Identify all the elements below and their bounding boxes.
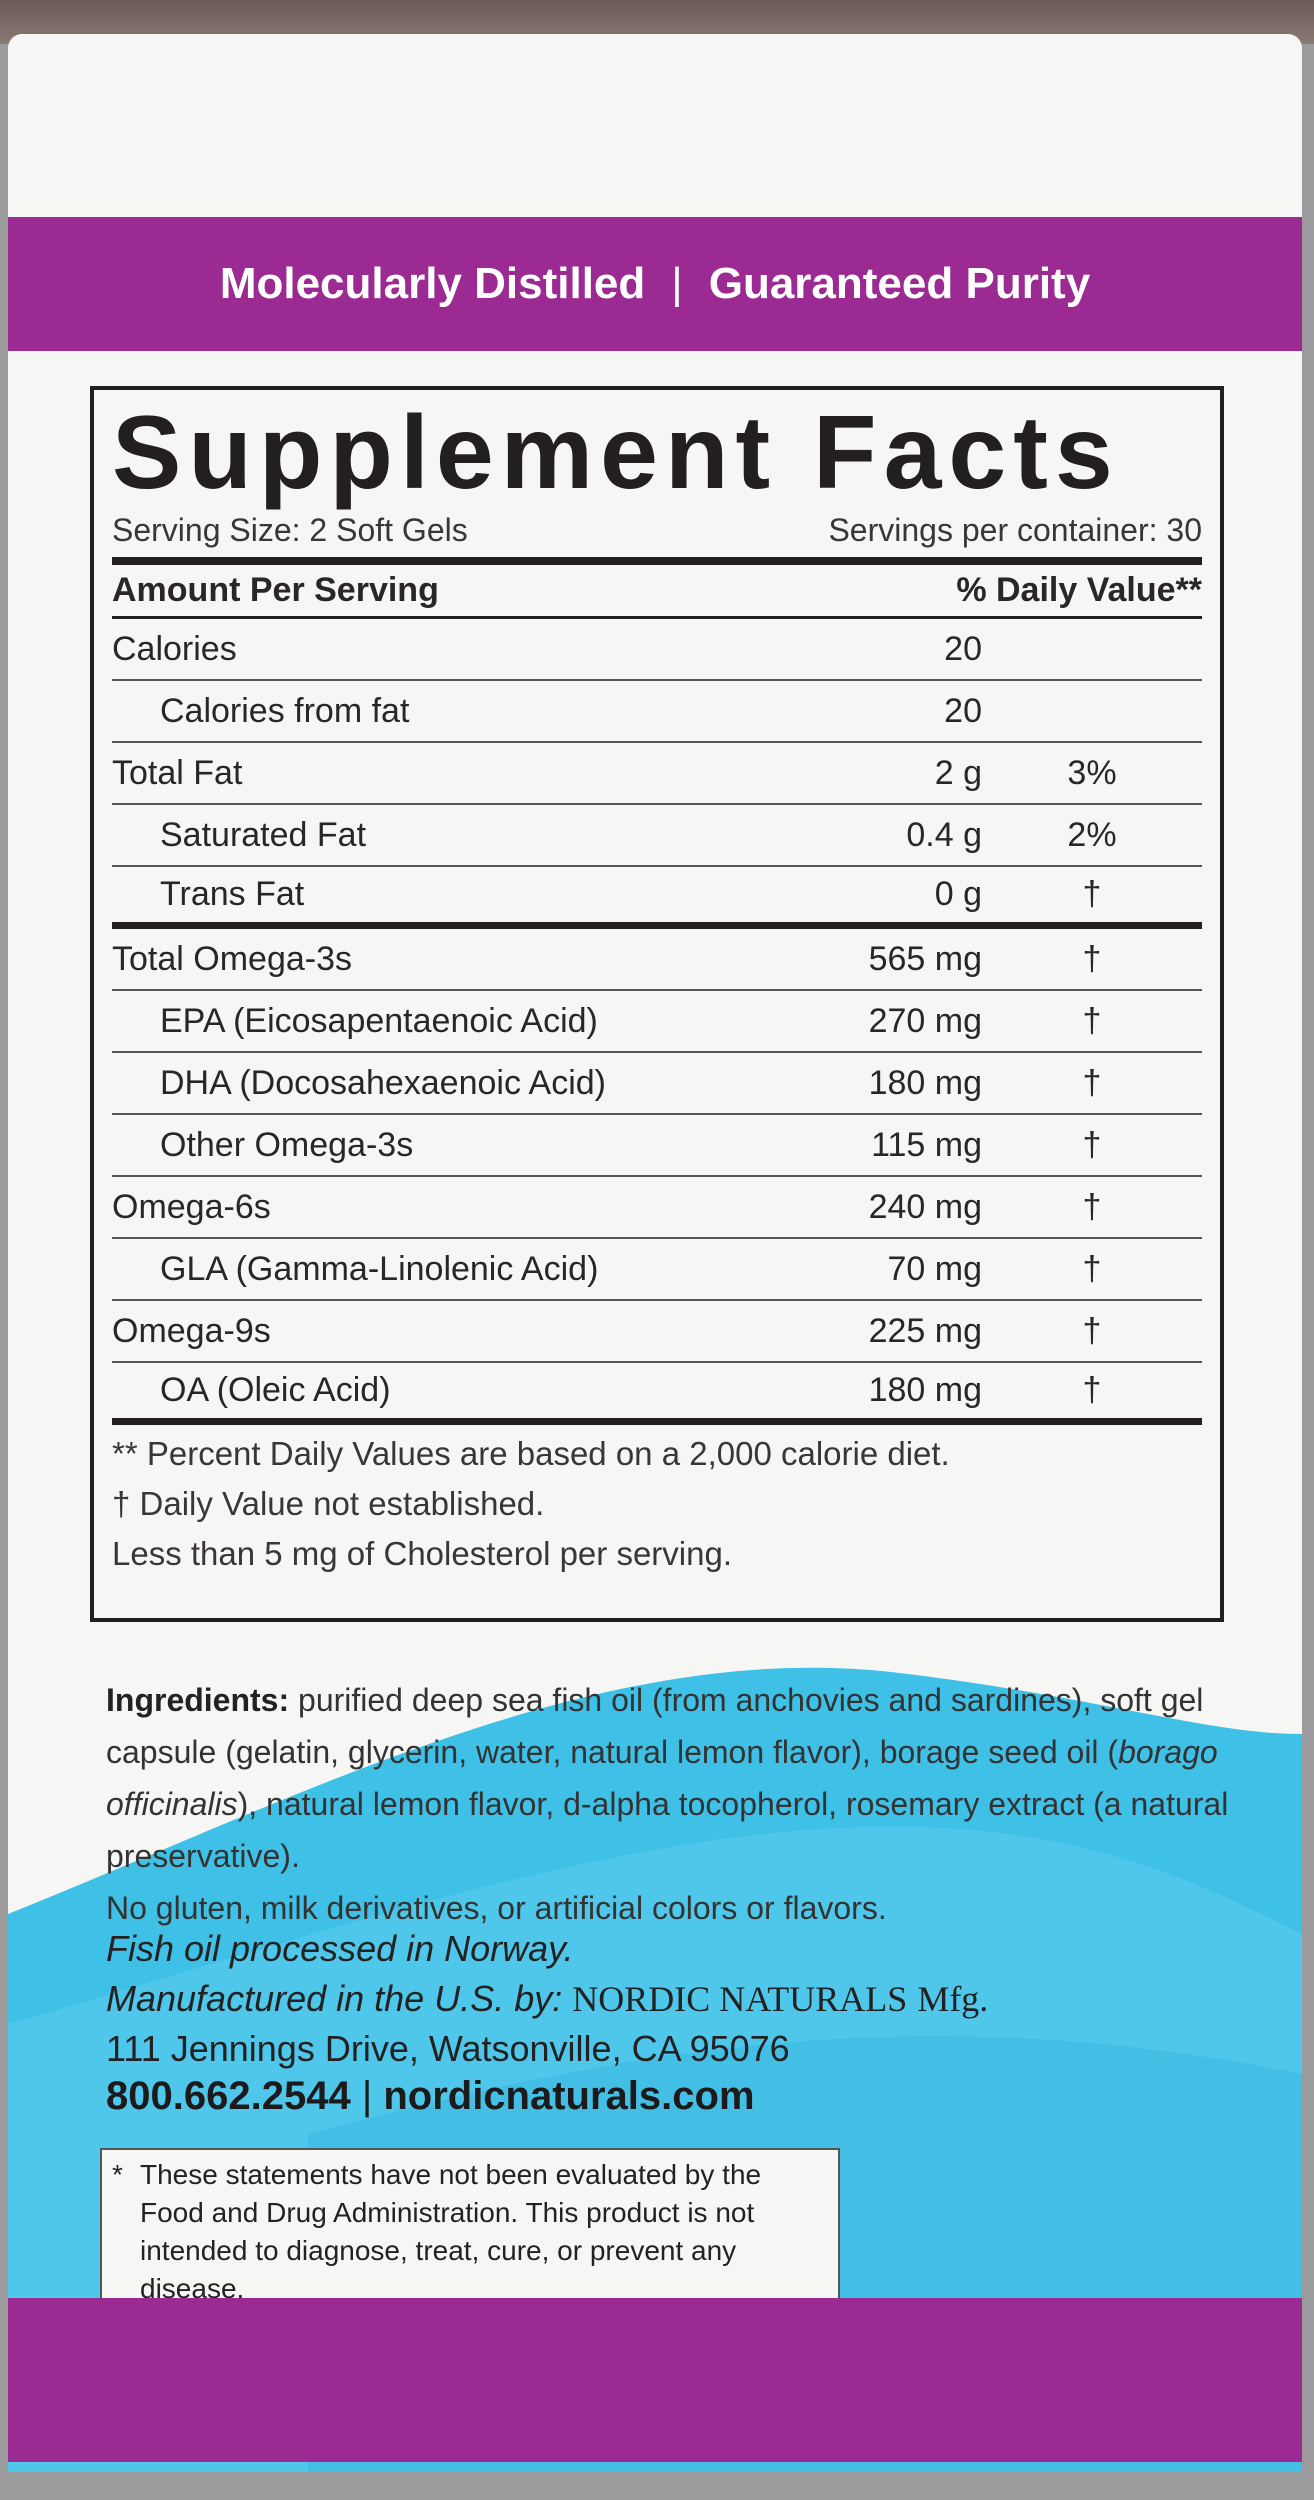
website: nordicnaturals.com xyxy=(383,2074,755,2118)
manufacturer-info: Fish oil processed in Norway. Manufactur… xyxy=(106,1924,988,2074)
nutrient-daily-value: 3% xyxy=(1067,753,1117,792)
nutrient-amount: 20 xyxy=(944,629,982,668)
nutrient-name: Other Omega-3s xyxy=(160,1125,414,1164)
nutrient-daily-value: † xyxy=(1082,1063,1102,1102)
footnote: † Daily Value not established. xyxy=(112,1485,545,1522)
address: 111 Jennings Drive, Watsonville, CA 9507… xyxy=(106,2028,790,2069)
made-by: Manufactured in the U.S. by: xyxy=(106,1978,563,2019)
nutrient-row: Omega-9s 225 mg † xyxy=(112,1301,1202,1363)
nutrient-amount: 240 mg xyxy=(868,1187,982,1226)
nutrient-row: Calories from fat 20 xyxy=(112,681,1202,743)
nutrient-row: DHA (Docosahexaenoic Acid) 180 mg † xyxy=(112,1053,1202,1115)
nutrient-amount: 180 mg xyxy=(868,1063,982,1102)
footnote: ** Percent Daily Values are based on a 2… xyxy=(112,1435,950,1472)
supplement-facts-panel: Supplement Facts Serving Size: 2 Soft Ge… xyxy=(90,386,1224,1622)
phone-number: 800.662.2544 xyxy=(106,2074,351,2118)
nutrient-rows: Calories 20 Calories from fat 20 Total Fat 2 … xyxy=(112,619,1202,1425)
nutrient-daily-value: † xyxy=(1082,1001,1102,1040)
nutrient-name: Calories from fat xyxy=(160,691,410,730)
nutrient-daily-value: † xyxy=(1082,1249,1102,1288)
nutrient-row: Calories 20 xyxy=(112,619,1202,681)
footnote: Less than 5 mg of Cholesterol per servin… xyxy=(112,1535,732,1572)
origin: Fish oil processed in Norway. xyxy=(106,1928,574,1969)
nutrient-amount: 180 mg xyxy=(868,1371,982,1409)
nutrient-amount: 115 mg xyxy=(871,1125,982,1164)
nutrient-name: Total Omega-3s xyxy=(112,939,352,978)
free-from-statement: No gluten, milk derivatives, or artifici… xyxy=(106,1890,887,1926)
serving-info: Serving Size: 2 Soft Gels Servings per c… xyxy=(112,512,1202,565)
nutrient-name: Calories xyxy=(112,629,237,668)
mfg: Mfg. xyxy=(917,1979,989,2019)
purity-banner: Molecularly Distilled | Guaranteed Purit… xyxy=(8,217,1302,351)
fda-disclaimer: * These statements have not been evaluat… xyxy=(100,2148,840,2316)
nutrient-row: Omega-6s 240 mg † xyxy=(112,1177,1202,1239)
nutrient-name: Omega-6s xyxy=(112,1187,271,1226)
package-panel: Molecularly Distilled | Guaranteed Purit… xyxy=(8,34,1302,2472)
nutrient-daily-value: † xyxy=(1082,1311,1102,1350)
nutrient-amount: 565 mg xyxy=(868,939,982,978)
nutrient-daily-value: 2% xyxy=(1067,815,1117,854)
nutrient-daily-value: † xyxy=(1082,1125,1102,1164)
nutrient-daily-value: † xyxy=(1082,939,1102,978)
nutrient-name: Trans Fat xyxy=(160,875,305,913)
banner-guaranteed-purity: Guaranteed Purity xyxy=(708,259,1091,308)
footnotes: ** Percent Daily Values are based on a 2… xyxy=(112,1429,1202,1579)
nutrient-row: Other Omega-3s 115 mg † xyxy=(112,1115,1202,1177)
nutrient-amount: 225 mg xyxy=(868,1311,982,1350)
contact-line: 800.662.2544 | nordicnaturals.com xyxy=(106,2074,755,2119)
banner-molecularly-distilled: Molecularly Distilled xyxy=(219,259,646,308)
brand-name: NORDIC NATURALS xyxy=(572,1979,908,2019)
nutrient-amount: 0 g xyxy=(934,875,982,913)
facts-header: Amount Per Serving % Daily Value** xyxy=(112,565,1202,619)
nutrient-name: OA (Oleic Acid) xyxy=(160,1371,391,1409)
ingredients-latin: borago officinalis xyxy=(106,1734,1218,1822)
ingredients-text: purified deep sea fish oil (from anchovi… xyxy=(106,1682,1204,1770)
ingredients: Ingredients: purified deep sea fish oil … xyxy=(106,1674,1286,1934)
nutrient-name: Saturated Fat xyxy=(160,815,367,854)
ingredients-text-2: ), natural lemon flavor, d-alpha tocophe… xyxy=(106,1786,1229,1874)
servings-per-container: Servings per container: 30 xyxy=(828,512,1202,548)
nutrient-amount: 0.4 g xyxy=(906,815,982,854)
nutrient-row: OA (Oleic Acid) 180 mg † xyxy=(112,1363,1202,1425)
nutrient-name: GLA (Gamma-Linolenic Acid) xyxy=(160,1249,599,1288)
nutrient-daily-value: † xyxy=(1082,1371,1102,1409)
facts-title: Supplement Facts xyxy=(112,395,1120,511)
nutrient-name: Total Fat xyxy=(112,753,243,792)
nutrient-amount: 70 mg xyxy=(887,1249,983,1288)
nutrient-daily-value: † xyxy=(1082,875,1102,913)
serving-size: Serving Size: 2 Soft Gels xyxy=(112,512,468,548)
bottom-purple-band xyxy=(8,2298,1302,2462)
nutrient-name: EPA (Eicosapentaenoic Acid) xyxy=(160,1001,598,1040)
nutrient-row: Saturated Fat 0.4 g 2% xyxy=(112,805,1202,867)
contact-separator: | xyxy=(361,2074,373,2118)
nutrient-row: Total Omega-3s 565 mg † xyxy=(112,929,1202,991)
nutrient-name: DHA (Docosahexaenoic Acid) xyxy=(160,1063,607,1102)
nutrient-name: Omega-9s xyxy=(112,1311,271,1350)
nutrient-row: GLA (Gamma-Linolenic Acid) 70 mg † xyxy=(112,1239,1202,1301)
nutrient-amount: 20 xyxy=(944,691,982,730)
ingredients-label: Ingredients: xyxy=(106,1682,290,1718)
nutrient-amount: 2 g xyxy=(934,753,982,792)
disclaimer-text: These statements have not been evaluated… xyxy=(140,2159,762,2304)
daily-value-header: % Daily Value** xyxy=(956,571,1202,609)
nutrient-row: EPA (Eicosapentaenoic Acid) 270 mg † xyxy=(112,991,1202,1053)
amount-per-serving-header: Amount Per Serving xyxy=(112,571,439,609)
nutrient-daily-value: † xyxy=(1082,1187,1102,1226)
nutrient-amount: 270 mg xyxy=(868,1001,982,1040)
asterisk: * xyxy=(112,2159,123,2190)
banner-separator: | xyxy=(671,259,683,308)
nutrient-row: Trans Fat 0 g † xyxy=(112,867,1202,929)
nutrient-row: Total Fat 2 g 3% xyxy=(112,743,1202,805)
